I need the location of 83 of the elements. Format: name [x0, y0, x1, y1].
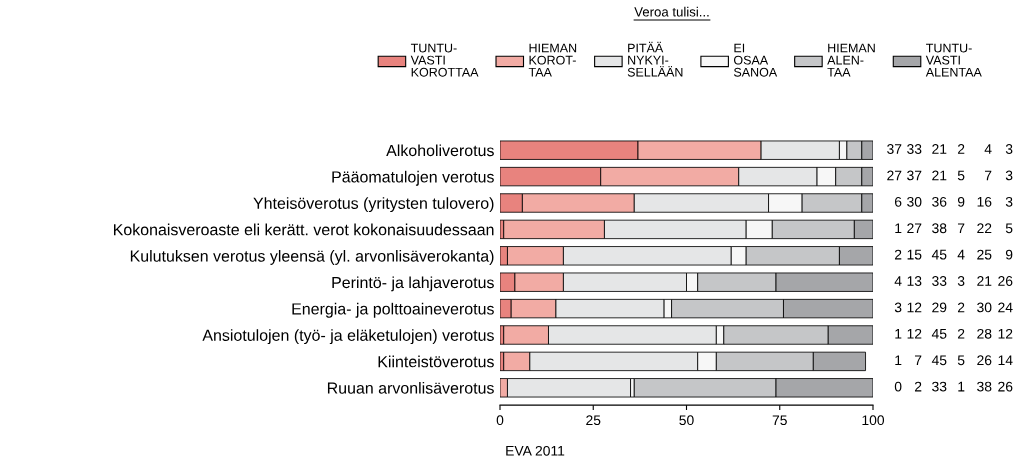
data-label: 12	[907, 302, 922, 313]
legend-title: Veroa tulisi...	[634, 6, 709, 17]
data-label: 38	[977, 381, 992, 392]
data-label: 37	[887, 144, 902, 154]
data-label: 22	[977, 223, 992, 233]
data-label: 3	[1005, 196, 1013, 207]
data-label: 9	[1005, 249, 1013, 260]
data-label: 38	[932, 223, 947, 234]
data-label: 4	[957, 249, 965, 260]
data-label: 12	[998, 328, 1013, 339]
data-label: 2	[894, 249, 902, 260]
data-label: 4	[894, 276, 902, 286]
data-label: 16	[977, 196, 992, 207]
legend-label: HIEMAN ALEN- TAA	[827, 43, 875, 77]
data-label: 30	[977, 302, 992, 313]
x-tick-label: 100	[862, 415, 885, 426]
y-tick-label: Pääomatulojen verotus	[332, 170, 494, 186]
data-label: 45	[931, 355, 947, 366]
data-label: 1	[958, 381, 965, 392]
data-label: 5	[957, 355, 965, 366]
data-label: 5	[1005, 223, 1013, 234]
data-label: 13	[907, 276, 922, 286]
data-label: 33	[907, 144, 922, 154]
y-tick-label: Ruuan arvonlisäverotus	[327, 382, 494, 394]
y-tick-label: Ansiotulojen (työ- ja eläketulojen) verotus	[202, 329, 494, 345]
legend-label: EI OSAA SANOA	[733, 43, 778, 77]
y-tick-label: Kulutuksen verotus yleensä (yl. arvonlisäverokanta)	[130, 250, 494, 265]
data-label: 33	[932, 276, 947, 286]
x-tick-label: 50	[679, 415, 694, 426]
data-label: 26	[998, 381, 1013, 392]
data-label: 6	[894, 196, 902, 207]
x-tick-label: 75	[772, 415, 787, 426]
data-label: 9	[957, 196, 965, 207]
y-tick-label: Yhteisöverotus (yritysten tulovero)	[253, 197, 494, 213]
data-label: 1	[895, 329, 902, 339]
data-label: 3	[957, 276, 965, 286]
x-tick-label: 25	[586, 415, 601, 426]
data-label: 3	[1005, 144, 1013, 154]
legend-label: HIEMAN KOROT- TAA	[528, 43, 577, 77]
data-label: 24	[998, 302, 1013, 313]
data-label: 33	[932, 381, 947, 392]
y-tick-label: Kiinteistöverotus	[378, 355, 494, 368]
data-label: 15	[907, 249, 922, 260]
y-tick-label: Kokonaisveroaste eli kerätt. verot kokonaisuudessaan	[114, 223, 494, 236]
data-label: 14	[998, 355, 1013, 365]
data-label: 21	[977, 276, 992, 286]
data-label: 21	[932, 144, 947, 154]
data-label: 29	[932, 302, 947, 313]
data-label: 27	[907, 223, 922, 233]
data-label: 37	[907, 170, 922, 181]
data-label: 5	[957, 170, 965, 181]
data-label: 26	[977, 355, 992, 366]
legend-label: TUNTU- VASTI ALENTAA	[925, 43, 982, 77]
data-label: 36	[932, 196, 947, 207]
data-label: 27	[887, 170, 902, 181]
data-label: 28	[977, 328, 992, 339]
data-label: 4	[984, 144, 992, 154]
data-label: 3	[1005, 170, 1013, 181]
y-tick-label: Alkoholiverotus	[386, 144, 494, 157]
y-tick-label: Energia- ja polttoaineverotus	[292, 302, 494, 318]
x-tick-label: 0	[496, 415, 504, 426]
y-tick-label: Perintö- ja lahjaverotus	[332, 276, 494, 292]
data-label: 25	[977, 249, 992, 260]
legend-label: PITÄÄ NYKYI- SELLÄÄN	[627, 41, 683, 77]
data-label: 26	[998, 276, 1013, 286]
data-label: 2	[957, 328, 965, 339]
data-label: 21	[932, 170, 947, 181]
data-label: 45	[931, 249, 947, 260]
data-label: 45	[931, 329, 947, 339]
legend-label: TUNTU- VASTI KOROTTAA	[410, 43, 479, 77]
data-label: 30	[907, 196, 922, 207]
data-label: 2	[957, 144, 965, 154]
data-label: 7	[984, 170, 992, 181]
data-label: 7	[914, 355, 922, 365]
data-label: 7	[957, 223, 965, 233]
data-label: 1	[895, 223, 902, 233]
data-label: 1	[895, 355, 902, 365]
data-label: 0	[894, 381, 902, 392]
data-label: 3	[894, 302, 902, 313]
data-label: 2	[914, 381, 922, 392]
data-label: 2	[957, 302, 965, 313]
data-label: 12	[907, 328, 922, 339]
text: EVA 2011	[506, 445, 565, 456]
